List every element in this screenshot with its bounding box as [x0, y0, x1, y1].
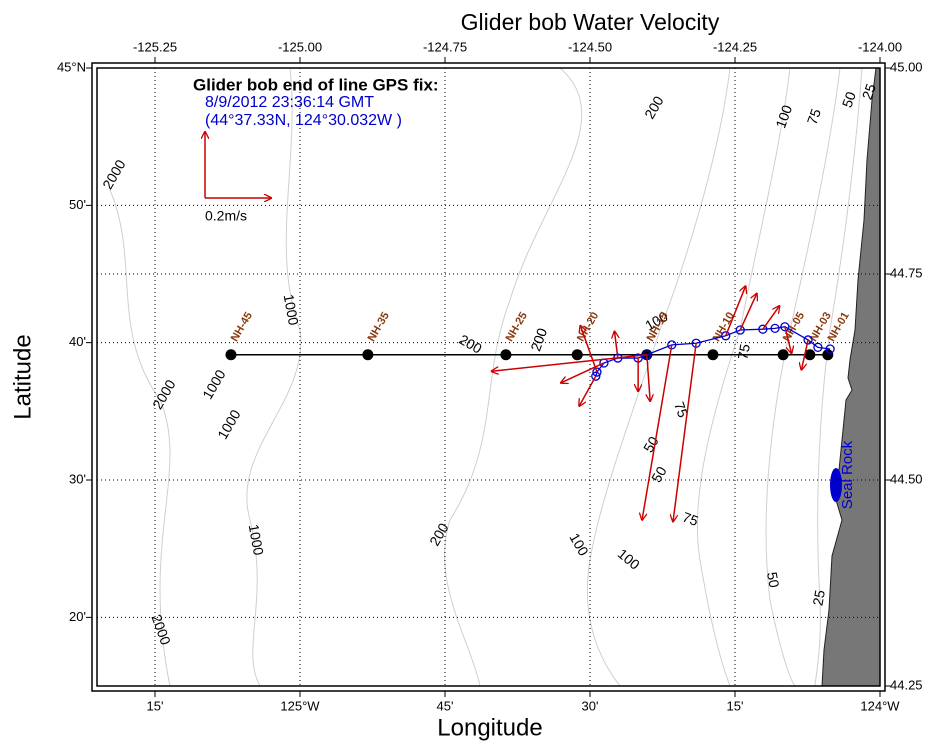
station	[362, 349, 374, 361]
x-tick-label: 45'	[437, 698, 454, 713]
grid	[97, 68, 880, 686]
velocity-vector	[642, 344, 673, 520]
x-tick-label: -125.00	[278, 39, 322, 54]
track-point	[758, 324, 768, 334]
y-tick-label: 44.75	[890, 265, 923, 280]
y-tick-label: 44.50	[890, 471, 923, 486]
station	[804, 349, 816, 361]
contour-label: 75	[734, 343, 752, 361]
y-tick-label: 45.00	[890, 59, 923, 74]
track-point	[803, 335, 813, 345]
velocity-vector	[739, 294, 757, 331]
velocity-vector	[615, 332, 618, 359]
x-tick-label: -124.50	[568, 39, 612, 54]
velocity-vector	[492, 354, 647, 372]
x-tick-label: 15'	[147, 698, 164, 713]
annotation-time: 8/9/2012 23:36:14 GMT	[205, 94, 374, 111]
track-point	[592, 367, 602, 377]
contour-label: 50	[648, 463, 670, 485]
contour-label: 25	[859, 81, 879, 101]
x-axis-label: Longitude	[437, 714, 542, 741]
x-tick-label: -124.25	[713, 39, 757, 54]
velocity-vector	[580, 326, 598, 373]
velocity-vector	[801, 339, 809, 370]
contour-label: 1000	[246, 523, 267, 557]
track-point	[825, 344, 835, 354]
track-point	[813, 342, 823, 352]
contour-label: 25	[809, 589, 827, 607]
track-point	[591, 371, 601, 381]
y-tick-label: 50'	[69, 197, 86, 212]
contour-label: 50	[764, 571, 782, 589]
x-tick-label: 15'	[727, 698, 744, 713]
y-tick-label: 40'	[69, 334, 86, 349]
annotation-title: Glider bob end of line GPS fix:	[193, 75, 439, 94]
x-tick-label: 124°W	[860, 698, 900, 713]
track-point	[780, 322, 790, 332]
contours	[109, 67, 863, 687]
velocity-vector	[561, 362, 605, 383]
station	[500, 349, 512, 361]
chart-title: Glider bob Water Velocity	[461, 9, 720, 35]
velocity-vector	[762, 306, 780, 330]
station	[571, 349, 583, 361]
station	[225, 349, 237, 361]
annotation-position: (44°37.33N, 124°30.032W )	[205, 112, 402, 129]
velocity-vector	[579, 375, 597, 406]
velocity-vector	[647, 354, 650, 401]
y-tick-label: 45°N	[57, 59, 86, 74]
contour-label: 75	[804, 106, 824, 126]
map-frame-outer	[91, 62, 886, 692]
y-tick-label: 30'	[69, 471, 86, 486]
velocity-vector	[725, 286, 746, 337]
y-tick-label: 20'	[69, 609, 86, 624]
velocity-vector	[784, 326, 792, 353]
x-tick-label: -124.75	[423, 39, 467, 54]
contour-label: 50	[839, 89, 859, 109]
glider-track	[595, 326, 831, 377]
station	[777, 349, 789, 361]
seal-rock-marker	[830, 468, 842, 502]
track-point	[735, 325, 745, 335]
coastline	[821, 67, 881, 687]
contour-label: 75	[680, 509, 700, 529]
x-tick-label: 125°W	[280, 698, 320, 713]
x-tick-label: -124.00	[858, 39, 902, 54]
track-point	[721, 331, 731, 341]
map-frame-inner	[96, 67, 881, 687]
contour-label: 200	[527, 326, 550, 354]
y-axis-label: Latitude	[9, 334, 36, 419]
station	[822, 349, 834, 361]
contour-label: 100	[772, 103, 795, 131]
scale-label: 0.2m/s	[205, 208, 247, 224]
station	[707, 349, 719, 361]
x-tick-label: -125.25	[133, 39, 177, 54]
x-tick-label: 30'	[582, 698, 599, 713]
y-tick-label: 44.25	[890, 677, 923, 692]
contour-label: 1000	[281, 293, 302, 327]
velocity-vector	[673, 343, 697, 521]
place-label: Seal Rock	[839, 440, 856, 509]
track-point	[770, 323, 780, 334]
